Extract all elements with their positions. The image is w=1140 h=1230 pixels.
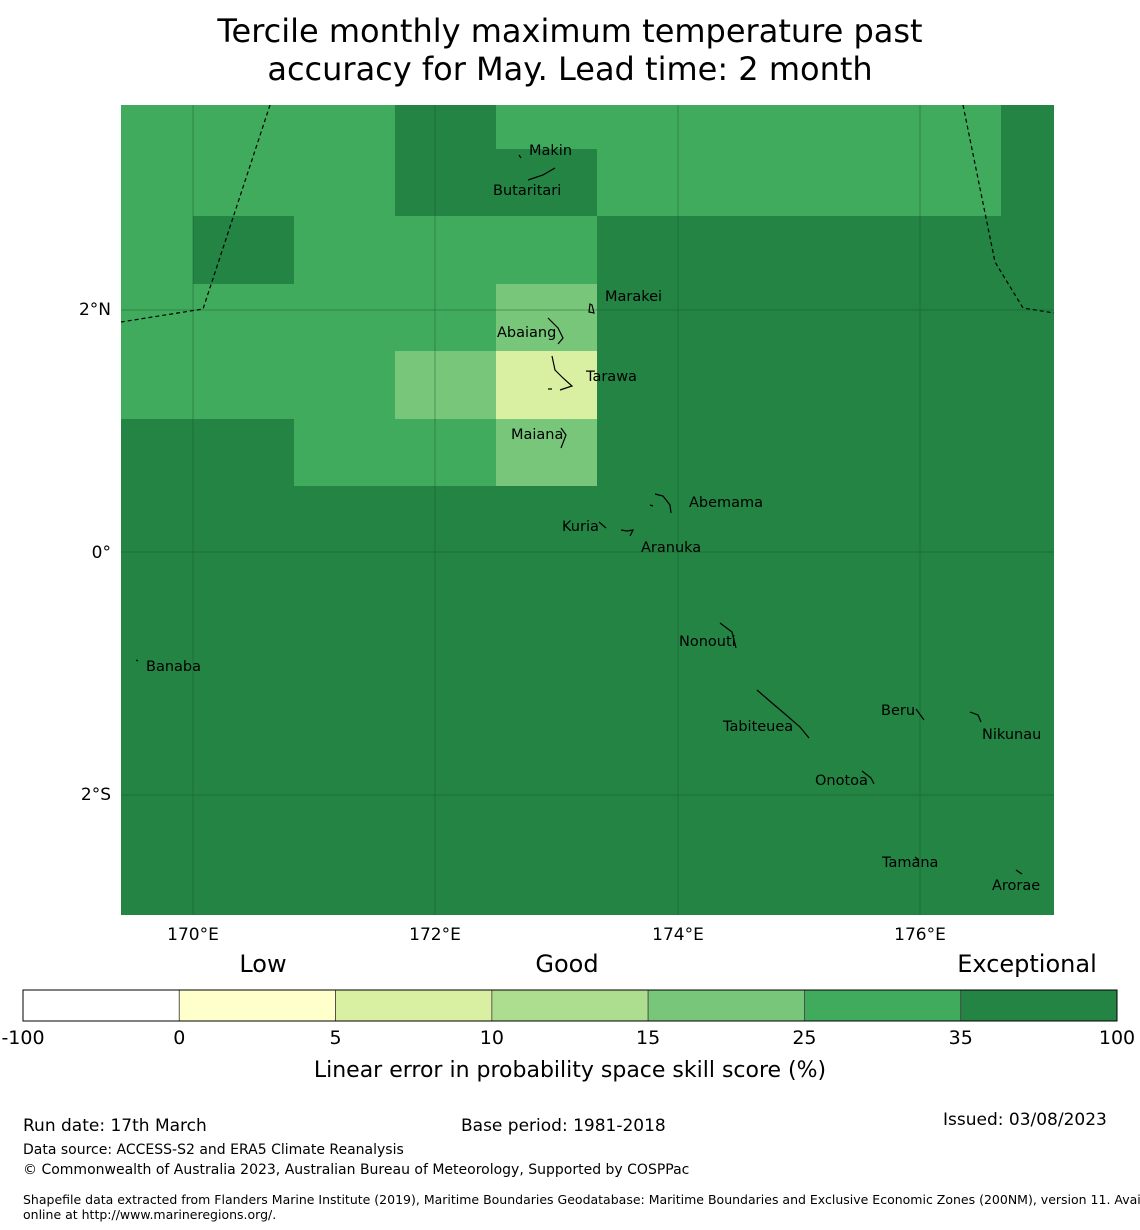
legend-category-exceptional: Exceptional — [957, 950, 1097, 978]
legend-color-segment — [960, 989, 1118, 1022]
arorae-outline — [1015, 869, 1023, 875]
legend-category-good: Good — [535, 950, 598, 978]
aranuka-outline — [620, 529, 635, 537]
legend-color-segment — [647, 989, 805, 1022]
island-label-onotoa: Onotoa — [815, 773, 868, 789]
legend-tick-label: 0 — [173, 1027, 185, 1049]
legend-tick-label: 10 — [480, 1027, 504, 1049]
grid-cell-band-25-35 — [294, 419, 395, 486]
island-label-arorae: Arorae — [992, 878, 1040, 894]
island-label-kuria: Kuria — [562, 519, 599, 535]
island-label-butaritari: Butaritari — [493, 183, 561, 199]
map-gridlines — [121, 105, 1054, 915]
issued-date: Issued: 03/08/2023 — [943, 1110, 1107, 1130]
island-label-tarawa: Tarawa — [585, 369, 637, 385]
grid-cell-band-15-25 — [496, 419, 597, 486]
grid-cell-exceptional — [193, 216, 294, 284]
nikunau-outline — [969, 711, 982, 723]
island-label-tabiteuea: Tabiteuea — [722, 719, 793, 735]
eez-boundary — [120, 104, 1055, 323]
shapefile-credit-line-1: Shapefile data extracted from Flanders M… — [23, 1192, 1140, 1207]
island-label-abaiang: Abaiang — [497, 325, 556, 341]
legend-color-segment — [22, 989, 180, 1022]
legend-color-segment — [491, 989, 649, 1022]
legend-category-low: Low — [239, 950, 286, 978]
island-label-abemama: Abemama — [689, 495, 763, 511]
legend-colorbar-outline — [22, 989, 1118, 1022]
lon-tick-label: 170°E — [167, 925, 219, 945]
lon-tick-label: 176°E — [894, 925, 946, 945]
legend-tick-label: 100 — [1099, 1027, 1135, 1049]
island-label-banaba: Banaba — [146, 659, 201, 675]
legend-color-segment — [178, 989, 336, 1022]
island-label-beru: Beru — [881, 703, 915, 719]
banaba-outline — [135, 659, 139, 662]
tamana-outline — [914, 856, 920, 861]
legend-tick-label: 25 — [792, 1027, 816, 1049]
abemama-outline — [654, 493, 672, 514]
skill-grid — [121, 105, 1054, 915]
base-period: Base period: 1981-2018 — [461, 1116, 666, 1136]
lat-tick-label: 2°S — [81, 785, 111, 805]
grid-cell-band-25-35 — [597, 149, 1001, 216]
legend-axis-label: Linear error in probability space skill … — [314, 1058, 826, 1083]
data-source: Data source: ACCESS-S2 and ERA5 Climate … — [23, 1142, 404, 1158]
copyright-notice: © Commonwealth of Australia 2023, Austra… — [23, 1162, 690, 1178]
butaritari-outline — [527, 167, 556, 181]
island-label-nikunau: Nikunau — [982, 727, 1041, 743]
legend-tick-labels: -100 0 5 10 15 25 35 100 — [1, 1027, 1135, 1049]
island-label-tamana: Tamana — [881, 855, 938, 871]
beru-outline — [915, 708, 925, 721]
legend-tick-label: 15 — [636, 1027, 660, 1049]
lon-tick-label: 174°E — [652, 925, 704, 945]
kuria-outline — [598, 521, 607, 529]
lon-tick-label: 172°E — [409, 925, 461, 945]
island-label-nonouti: Nonouti — [679, 634, 736, 650]
tarawa-outline — [551, 355, 574, 391]
lat-tick-label: 2°N — [79, 300, 111, 320]
island-label-makin: Makin — [529, 143, 572, 159]
nonouti-outline — [719, 622, 737, 649]
legend-colorbar — [22, 989, 1118, 1022]
island-label-aranuka: Aranuka — [641, 540, 701, 556]
legend-tick-label: 35 — [949, 1027, 973, 1049]
island-label-maiana: Maiana — [511, 427, 563, 443]
legend-tick-label: -100 — [1, 1027, 44, 1049]
shapefile-credit-line-2: online at http://www.marineregions.org/. — [23, 1207, 277, 1222]
lat-tick-label: 0° — [92, 543, 111, 563]
legend-tick-label: 5 — [330, 1027, 342, 1049]
marakei-outline — [588, 303, 595, 314]
abaiang-outline — [547, 317, 564, 345]
island-label-marakei: Marakei — [605, 289, 662, 305]
legend-color-segment — [804, 989, 962, 1022]
chart-title-line-1: Tercile monthly maximum temperature past — [217, 12, 923, 50]
island-outlines — [135, 154, 1023, 875]
legend-color-segment — [335, 989, 493, 1022]
onotoa-outline — [861, 770, 875, 785]
maiana-outline — [560, 427, 567, 449]
grid-cell-band-25-35 — [496, 105, 1001, 149]
grid-cell-band-5-10 — [496, 351, 597, 419]
grid-cell-band-15-25 — [395, 351, 496, 419]
run-date: Run date: 17th March — [23, 1116, 207, 1136]
grid-cell-band-15-25 — [496, 284, 597, 351]
chart-title-line-2: accuracy for May. Lead time: 2 month — [267, 50, 873, 88]
tabiteuea-outline — [756, 689, 810, 739]
